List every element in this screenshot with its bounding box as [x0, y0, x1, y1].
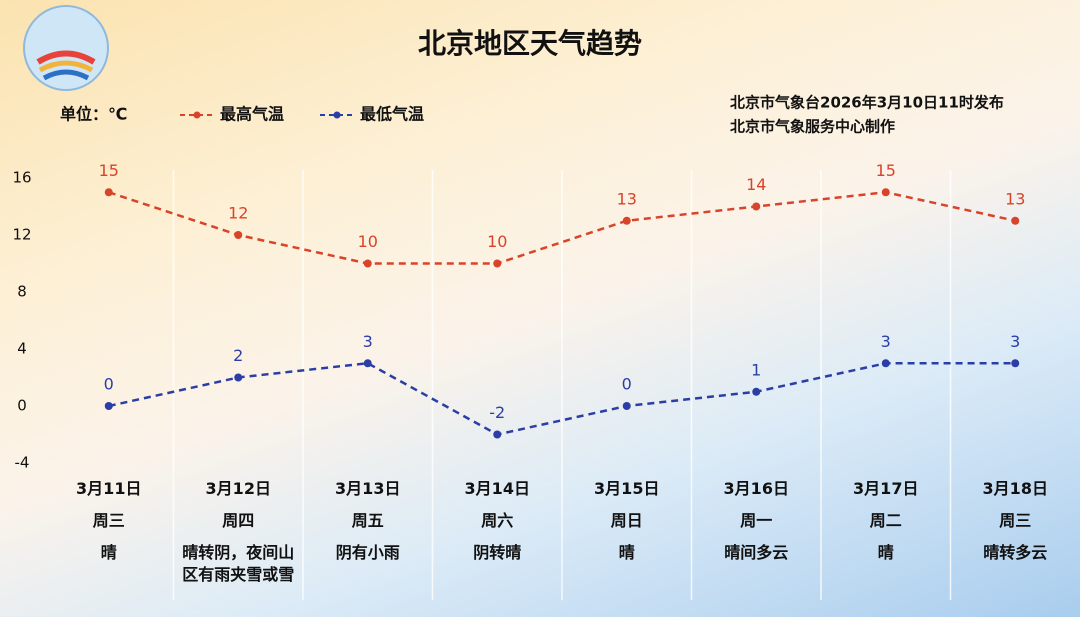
legend-label: 最低气温 [360, 105, 424, 124]
date-label: 3月16日 [723, 479, 789, 498]
unit-label: 单位：℃ [60, 105, 127, 124]
source-line: 北京市气象服务中心制作 [730, 118, 895, 136]
y-tick-label: 8 [17, 283, 27, 301]
data-label: 12 [228, 204, 248, 223]
data-point [752, 387, 761, 396]
y-tick-label: 4 [17, 340, 27, 358]
data-label: 3 [363, 332, 373, 351]
data-label: 14 [746, 175, 766, 194]
data-point [493, 430, 502, 439]
weekday-label: 周三 [999, 511, 1032, 530]
data-label: 0 [622, 375, 632, 394]
weekday-label: 周五 [351, 511, 384, 530]
data-point [752, 202, 761, 211]
data-label: 1 [751, 360, 761, 379]
series-line [108, 190, 1016, 265]
weekday-label: 周四 [222, 511, 255, 530]
data-label: 13 [1005, 189, 1025, 208]
chart-title: 北京地区天气趋势 [418, 27, 642, 60]
data-point [881, 188, 890, 197]
data-point [881, 359, 890, 368]
y-tick-label: -4 [15, 454, 30, 472]
data-point [493, 259, 502, 268]
y-tick-label: 0 [17, 397, 27, 415]
weather-label: 晴转多云 [983, 543, 1048, 562]
data-point [234, 373, 243, 382]
date-label: 3月15日 [594, 479, 660, 498]
data-label: 15 [99, 161, 119, 180]
data-point [1011, 359, 1020, 368]
data-label: 10 [487, 232, 507, 251]
weekday-label: 周二 [869, 511, 902, 530]
logo [23, 5, 109, 91]
y-tick-label: 12 [12, 226, 31, 244]
data-label: 3 [881, 332, 891, 351]
weekday-label: 周六 [481, 511, 514, 530]
data-label: 15 [876, 161, 896, 180]
weather-label: 晴 [877, 543, 894, 562]
weather-label: 阴转晴 [473, 543, 522, 562]
legend-label: 最高气温 [220, 105, 284, 124]
data-point [622, 402, 631, 410]
weekday-label: 周三 [92, 511, 125, 530]
data-point [363, 259, 372, 268]
data-point [622, 216, 631, 225]
weekday-label: 周日 [610, 511, 643, 530]
weather-label: 阴有小雨 [335, 543, 400, 562]
data-label: -2 [489, 403, 505, 422]
data-point [363, 359, 372, 368]
weather-label: 晴转阴，夜间山区有雨夹雪或雪 [182, 543, 295, 584]
series-line [108, 361, 1016, 436]
data-label: 0 [104, 375, 114, 394]
data-point [1011, 216, 1020, 225]
date-label: 3月18日 [982, 479, 1048, 498]
date-label: 3月12日 [205, 479, 271, 498]
legend-dot [333, 111, 341, 119]
legend-dot [193, 111, 201, 119]
weather-label: 晴间多云 [724, 543, 789, 562]
data-point [104, 188, 113, 197]
data-point [104, 402, 113, 410]
source-line: 北京市气象台2026年3月10日11时发布 [730, 94, 1004, 112]
data-label: 10 [358, 232, 378, 251]
data-label: 3 [1010, 332, 1020, 351]
y-tick-label: 16 [12, 169, 31, 187]
data-point [234, 231, 243, 239]
date-label: 3月17日 [853, 479, 919, 498]
date-label: 3月11日 [76, 479, 142, 498]
data-label: 2 [233, 346, 243, 365]
weather-label: 晴 [618, 543, 635, 562]
weekday-label: 周一 [740, 511, 773, 530]
weather-label: 晴 [100, 543, 117, 562]
date-label: 3月13日 [335, 479, 401, 498]
date-label: 3月14日 [464, 479, 530, 498]
data-label: 13 [617, 189, 637, 208]
